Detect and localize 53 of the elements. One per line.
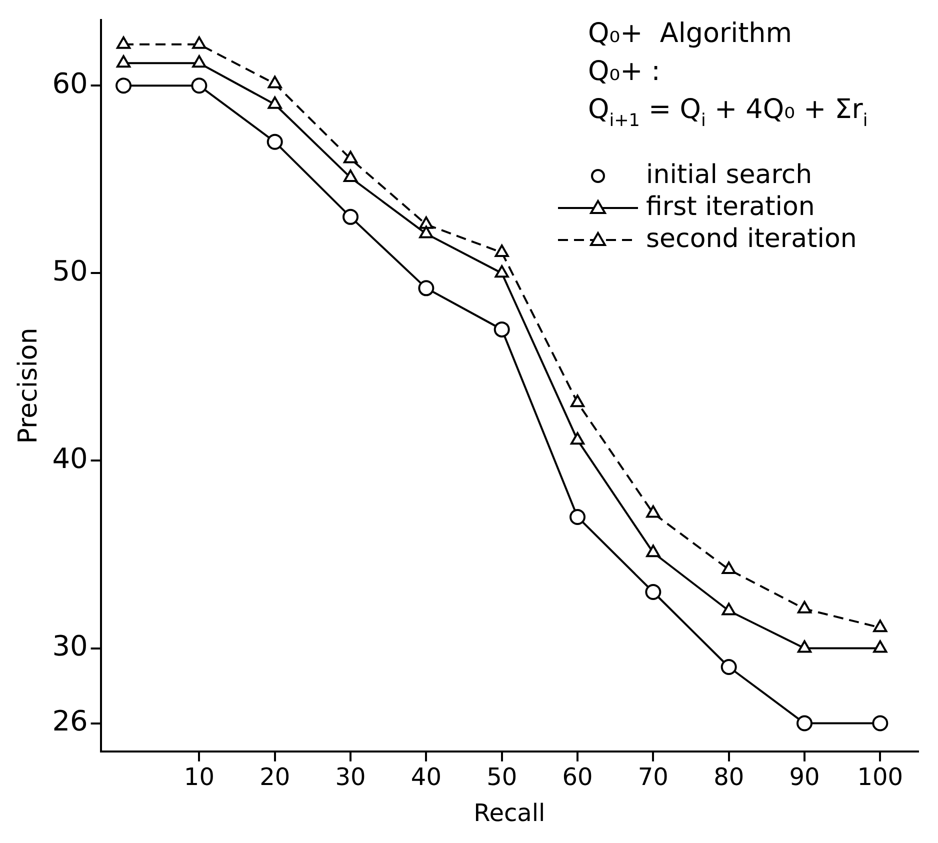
y-tick-label: 40 bbox=[52, 442, 88, 475]
point bbox=[646, 505, 660, 518]
x-tick-label: 30 bbox=[335, 763, 366, 792]
legend-label: initial search bbox=[646, 160, 812, 190]
x-tick-label: 100 bbox=[857, 763, 904, 792]
annotation: Q₀+ : bbox=[588, 56, 660, 87]
legend-label: first iteration bbox=[646, 192, 815, 222]
point bbox=[419, 216, 434, 229]
point bbox=[797, 600, 812, 614]
point bbox=[266, 134, 283, 150]
point bbox=[343, 150, 358, 164]
y-tick-label: 50 bbox=[52, 254, 88, 288]
point bbox=[722, 602, 736, 616]
point bbox=[116, 55, 131, 68]
annotation: Q₀+ Algorithm bbox=[588, 18, 792, 49]
point bbox=[343, 170, 358, 182]
legend-label: second iteration bbox=[646, 224, 857, 254]
x-tick-label: 70 bbox=[638, 763, 668, 792]
y-tick-label: 60 bbox=[52, 66, 88, 100]
point bbox=[570, 432, 585, 445]
point bbox=[116, 36, 131, 49]
point bbox=[570, 508, 586, 525]
x-tick-label: 60 bbox=[562, 763, 593, 792]
x-tick-label: 90 bbox=[789, 763, 820, 792]
x-tick-label: 80 bbox=[714, 763, 744, 792]
point bbox=[722, 561, 736, 574]
point bbox=[796, 715, 813, 732]
point bbox=[192, 36, 206, 49]
y-tick-label: 30 bbox=[52, 630, 88, 663]
y-axis-title: Precision bbox=[13, 328, 44, 444]
point bbox=[268, 76, 282, 88]
x-tick-label: 10 bbox=[184, 763, 214, 792]
point bbox=[494, 265, 509, 278]
point bbox=[720, 659, 737, 676]
point bbox=[342, 208, 359, 225]
x-tick-label: 20 bbox=[260, 763, 290, 792]
x-axis-title: Recall bbox=[474, 798, 546, 827]
point bbox=[494, 244, 509, 258]
point bbox=[419, 226, 434, 238]
point bbox=[192, 55, 206, 68]
point bbox=[418, 280, 434, 296]
point bbox=[494, 321, 510, 338]
point bbox=[873, 640, 888, 653]
y-tick-label: 26 bbox=[52, 704, 88, 738]
x-tick-label: 50 bbox=[486, 763, 518, 792]
point bbox=[268, 96, 282, 109]
point bbox=[645, 584, 662, 600]
point bbox=[797, 640, 812, 653]
point bbox=[570, 394, 585, 408]
point bbox=[873, 620, 888, 632]
x-tick-label: 40 bbox=[410, 763, 442, 792]
point bbox=[646, 544, 660, 558]
point bbox=[872, 715, 888, 732]
